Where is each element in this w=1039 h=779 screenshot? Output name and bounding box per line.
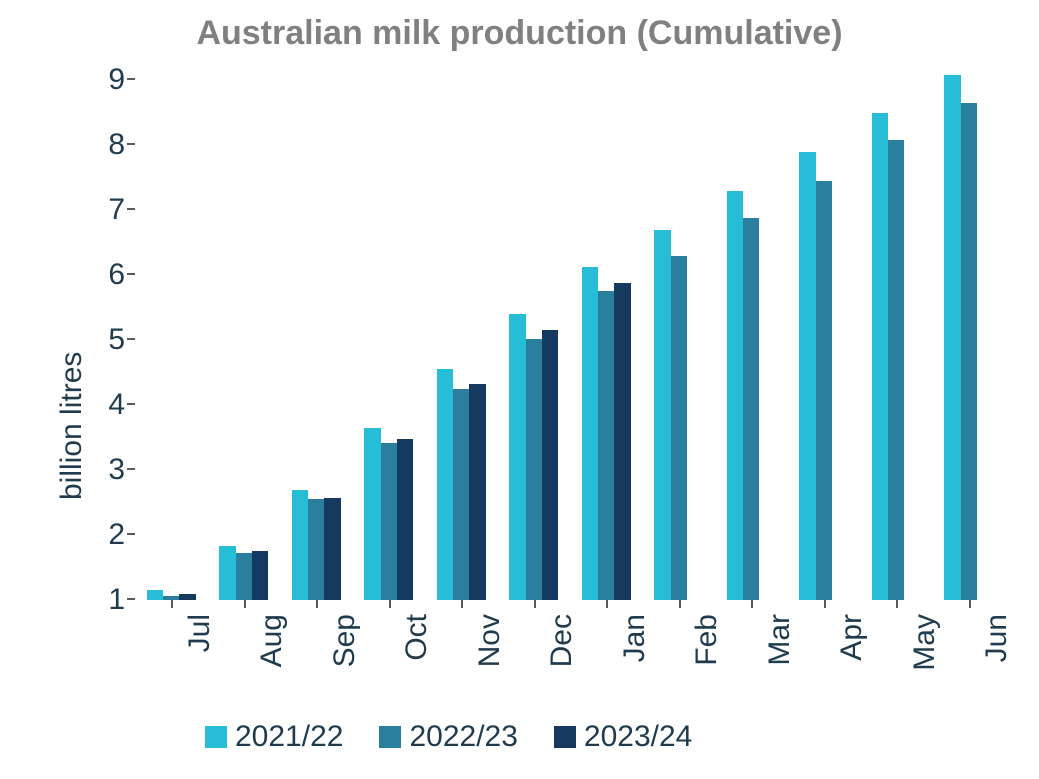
bar <box>888 140 904 600</box>
bar <box>163 596 179 600</box>
bar <box>582 267 598 600</box>
x-tick-mark <box>606 600 608 608</box>
y-tick-label: 8 <box>108 128 135 162</box>
y-tick-label: 1 <box>108 583 135 617</box>
chart-container: Australian milk production (Cumulative) … <box>0 0 1039 779</box>
bar <box>671 256 687 601</box>
x-tick-label: Feb <box>690 614 724 666</box>
bar <box>469 384 485 600</box>
y-tick-label: 2 <box>108 518 135 552</box>
x-tick-label: Nov <box>473 614 507 667</box>
legend-item: 2022/23 <box>379 720 517 754</box>
bar <box>816 181 832 600</box>
y-tick-label: 6 <box>108 258 135 292</box>
x-tick-mark <box>824 600 826 608</box>
x-tick-mark <box>244 600 246 608</box>
y-tick-label: 7 <box>108 193 135 227</box>
legend-item: 2021/22 <box>205 720 343 754</box>
bar <box>219 546 235 600</box>
bar <box>179 594 195 600</box>
x-tick-label: Dec <box>545 614 579 667</box>
chart-title: Australian milk production (Cumulative) <box>0 14 1039 53</box>
y-tick-label: 5 <box>108 323 135 357</box>
bar <box>364 428 380 600</box>
legend-label: 2023/24 <box>584 720 692 754</box>
bar <box>324 498 340 600</box>
bar <box>252 551 268 600</box>
y-tick-label: 3 <box>108 453 135 487</box>
y-tick-label: 4 <box>108 388 135 422</box>
bar <box>381 443 397 600</box>
bar <box>872 113 888 601</box>
bar <box>437 369 453 600</box>
x-tick-mark <box>171 600 173 608</box>
bar <box>654 230 670 601</box>
x-tick-mark <box>389 600 391 608</box>
x-tick-label: Mar <box>763 614 797 666</box>
legend-item: 2023/24 <box>554 720 692 754</box>
x-tick-label: May <box>908 614 942 671</box>
bar <box>526 339 542 600</box>
x-tick-label: Aug <box>255 614 289 667</box>
bar <box>542 330 558 600</box>
bar <box>944 75 960 600</box>
bar <box>509 314 525 600</box>
x-tick-label: Jun <box>980 614 1014 662</box>
legend-label: 2021/22 <box>235 720 343 754</box>
legend-label: 2022/23 <box>409 720 517 754</box>
bar <box>453 389 469 600</box>
bar <box>308 499 324 600</box>
bar <box>743 218 759 600</box>
x-tick-label: Jul <box>183 614 217 652</box>
x-tick-mark <box>969 600 971 608</box>
bar <box>614 283 630 600</box>
bar <box>727 191 743 601</box>
bar <box>292 490 308 601</box>
bar <box>799 152 815 601</box>
plot-area: 123456789JulAugSepOctNovDecJanFebMarAprM… <box>135 80 1005 600</box>
bar <box>147 590 163 600</box>
bar <box>961 103 977 600</box>
x-tick-mark <box>534 600 536 608</box>
bar <box>397 439 413 600</box>
x-tick-mark <box>461 600 463 608</box>
bar <box>598 291 614 600</box>
legend-swatch <box>379 726 401 748</box>
x-tick-label: Apr <box>835 614 869 661</box>
bar <box>236 553 252 600</box>
x-tick-mark <box>679 600 681 608</box>
x-tick-label: Sep <box>328 614 362 667</box>
x-tick-mark <box>751 600 753 608</box>
legend: 2021/22 2022/23 2023/24 <box>205 720 692 754</box>
x-tick-label: Jan <box>618 614 652 662</box>
x-tick-mark <box>316 600 318 608</box>
legend-swatch <box>554 726 576 748</box>
y-axis-label: billion litres <box>55 352 89 500</box>
y-tick-label: 9 <box>108 63 135 97</box>
x-tick-mark <box>896 600 898 608</box>
legend-swatch <box>205 726 227 748</box>
x-tick-label: Oct <box>400 614 434 661</box>
